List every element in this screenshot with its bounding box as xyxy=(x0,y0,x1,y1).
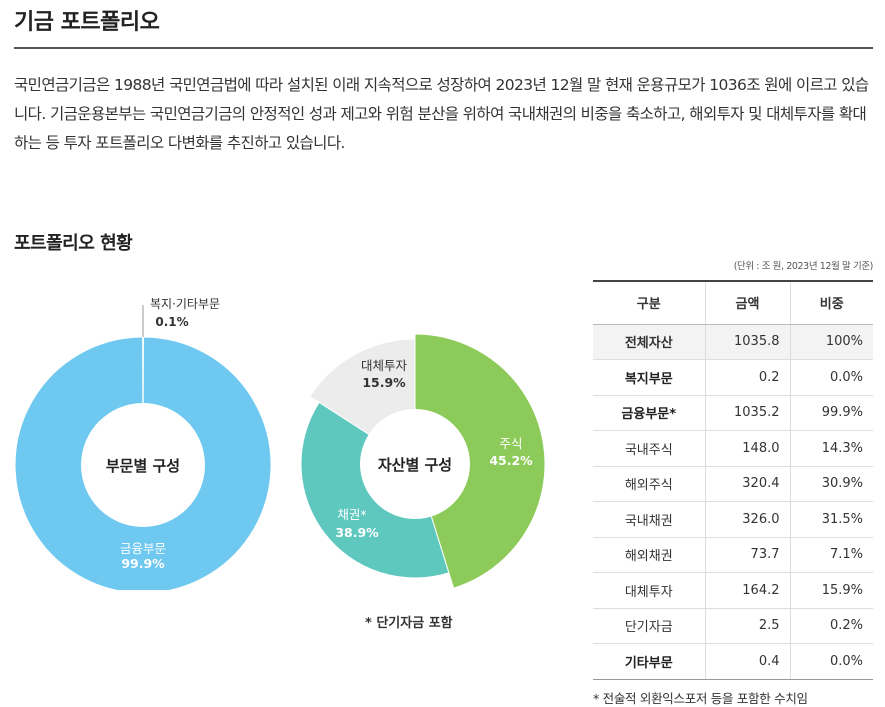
row-category: 단기자금 xyxy=(593,608,705,644)
row-category: 국내주식 xyxy=(593,430,705,467)
row-amount: 164.2 xyxy=(704,572,790,609)
table-row: 국내주식 148.0 14.3% xyxy=(593,430,873,467)
row-share: 99.9% xyxy=(789,395,873,431)
row-share: 0.0% xyxy=(789,643,873,680)
slice-label: 복지·기타부문 xyxy=(150,297,220,311)
slice-label: 금융부문 xyxy=(120,541,166,556)
table-row: 국내채권 326.0 31.5% xyxy=(593,501,873,538)
column-header: 구분 xyxy=(593,280,705,325)
row-amount: 0.2 xyxy=(704,359,790,396)
slice-label: 채권* xyxy=(337,507,366,522)
table-row: 전체자산 1035.8 100% xyxy=(593,324,873,360)
unit-note: (단위 : 조 원, 2023년 12월 말 기준) xyxy=(733,261,874,272)
slice-label: 주식 xyxy=(499,436,522,451)
page-title: 기금 포트폴리오 xyxy=(14,10,160,35)
row-amount: 2.5 xyxy=(704,608,790,644)
table-header-row: 구분 금액 비중 xyxy=(593,280,873,325)
donut-center-title: 자산별 구성 xyxy=(378,456,452,474)
row-share: 7.1% xyxy=(789,537,873,573)
table-row: 복지부문 0.2 0.0% xyxy=(593,359,873,396)
donut-center-title: 부문별 구성 xyxy=(106,457,180,475)
donut-hole xyxy=(81,403,205,527)
column-header: 금액 xyxy=(704,280,790,325)
row-share: 31.5% xyxy=(789,501,873,538)
row-category: 금융부문* xyxy=(593,395,705,431)
row-share: 0.2% xyxy=(789,608,873,644)
slice-label: 대체투자 xyxy=(361,358,408,373)
row-amount: 1035.8 xyxy=(704,324,790,360)
row-category: 기타부문 xyxy=(593,643,705,680)
chart-footnote: * 단기자금 포함 xyxy=(365,616,453,631)
row-share: 0.0% xyxy=(789,359,873,396)
pie-slice xyxy=(414,333,546,589)
row-share: 14.3% xyxy=(789,430,873,467)
title-divider xyxy=(14,47,873,49)
row-amount: 73.7 xyxy=(704,537,790,573)
table-row: 해외주식 320.4 30.9% xyxy=(593,466,873,502)
row-amount: 148.0 xyxy=(704,430,790,467)
row-category: 대체투자 xyxy=(593,572,705,609)
row-category: 해외채권 xyxy=(593,537,705,573)
slice-value: 38.9% xyxy=(335,525,379,540)
row-category: 해외주식 xyxy=(593,466,705,502)
sector-donut-chart: 부문별 구성 복지·기타부문 0.1% 금융부문 99.9% xyxy=(14,297,272,590)
table-row: 기타부문 0.4 0.0% xyxy=(593,643,873,680)
table-row: 단기자금 2.5 0.2% xyxy=(593,608,873,644)
portfolio-table: 구분 금액 비중 전체자산 1035.8 100% 복지부문 0.2 0.0% 금융부문* 1… xyxy=(593,280,873,680)
row-amount: 326.0 xyxy=(704,501,790,538)
slice-value: 45.2% xyxy=(489,453,533,468)
row-category: 복지부문 xyxy=(593,359,705,396)
row-share: 15.9% xyxy=(789,572,873,609)
row-amount: 1035.2 xyxy=(704,395,790,431)
slice-value: 99.9% xyxy=(121,556,165,571)
row-amount: 0.4 xyxy=(704,643,790,680)
slice-value: 0.1% xyxy=(155,315,188,329)
table-row: 해외채권 73.7 7.1% xyxy=(593,537,873,573)
row-amount: 320.4 xyxy=(704,466,790,502)
table-row: 금융부문* 1035.2 99.9% xyxy=(593,395,873,431)
intro-paragraph: 국민연금기금은 1988년 국민연금법에 따라 설치된 이래 지속적으로 성장하… xyxy=(14,76,869,152)
slice-value: 15.9% xyxy=(362,375,406,390)
table-footnote: * 전술적 외환익스포저 등을 포함한 수치임 xyxy=(593,691,808,706)
asset-donut-chart: 자산별 구성 주식 45.2% 채권* 38.9% 대체투자 15.9% xyxy=(300,333,546,589)
row-category: 국내채권 xyxy=(593,501,705,538)
row-category: 전체자산 xyxy=(593,324,705,360)
table-row: 대체투자 164.2 15.9% xyxy=(593,572,873,609)
donut-hole xyxy=(360,409,470,519)
section-title: 포트폴리오 현황 xyxy=(14,233,133,254)
row-share: 30.9% xyxy=(789,466,873,502)
column-header: 비중 xyxy=(789,280,873,325)
row-share: 100% xyxy=(789,324,873,360)
